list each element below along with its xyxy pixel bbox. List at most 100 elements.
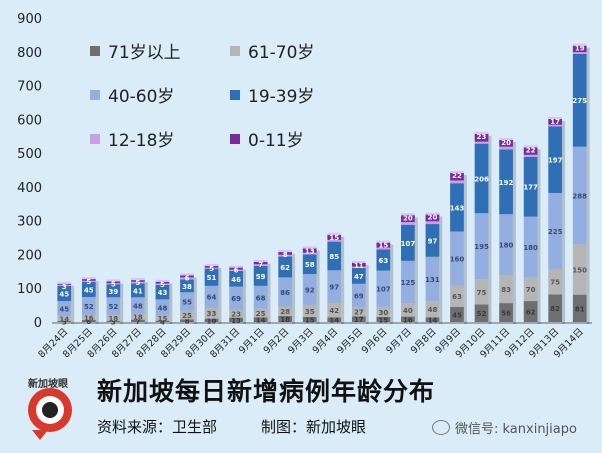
bar-shadow <box>512 141 516 149</box>
data-label: 38 <box>182 283 192 291</box>
bar-shadow <box>414 226 418 263</box>
bar-shadow <box>71 287 75 304</box>
bar-segment <box>327 234 342 240</box>
bar-shadow <box>537 158 541 219</box>
bar-shadow <box>562 194 566 271</box>
bar-shadow <box>242 288 246 312</box>
bar-segment <box>548 294 563 322</box>
bar-segment <box>474 143 489 214</box>
bar-shadow <box>242 269 246 272</box>
legend-label: 12-18岁 <box>108 131 175 151</box>
bar-shadow <box>562 120 566 127</box>
bar-shadow <box>463 287 467 309</box>
bar-segment <box>302 254 317 275</box>
bar-segment <box>548 126 563 193</box>
bar-shadow <box>512 151 516 217</box>
bar-shadow <box>488 145 492 216</box>
bar-shadow <box>71 285 75 287</box>
bar-segment <box>548 192 563 269</box>
bar-shadow <box>512 148 516 152</box>
bar-shadow <box>562 296 566 324</box>
data-label: 7 <box>135 318 140 326</box>
data-label: 125 <box>401 279 416 287</box>
bar-segment <box>81 297 96 315</box>
bar-shadow <box>512 216 516 278</box>
bar-cap <box>278 250 293 253</box>
logo-icon <box>28 388 72 432</box>
x-tick-label: 9月5日 <box>335 326 365 356</box>
bar-shadow <box>242 271 246 273</box>
bar-segment <box>327 317 342 322</box>
data-label: 39 <box>108 288 118 296</box>
bar-segment <box>57 283 72 285</box>
data-label: 7 <box>258 261 263 269</box>
bar-shadow <box>71 322 75 324</box>
data-label: 14 <box>256 317 266 325</box>
data-label: 56 <box>501 310 511 318</box>
bar-shadow <box>365 285 369 310</box>
data-label: 69 <box>354 292 364 300</box>
bar-segment <box>81 279 96 281</box>
bar-segment <box>499 139 513 147</box>
bar-segment <box>180 275 194 278</box>
bar-segment <box>351 267 366 284</box>
bar-shadow <box>512 277 516 306</box>
data-label: 46 <box>231 276 241 284</box>
data-label: 192 <box>499 179 514 187</box>
bar-shadow <box>414 305 418 319</box>
bar-shadow <box>537 279 541 304</box>
bar-segment <box>229 270 243 287</box>
bar-shadow <box>144 315 148 322</box>
bar-segment <box>253 264 268 266</box>
bar-shadow <box>218 287 222 310</box>
bar-segment <box>499 214 513 276</box>
data-label: 63 <box>378 257 388 265</box>
bar-segment <box>57 316 72 321</box>
bar-shadow <box>193 294 197 313</box>
data-label: 35 <box>305 308 315 316</box>
bar-segment <box>499 149 513 215</box>
y-tick-label: 900 <box>17 12 42 27</box>
data-label: 62 <box>280 264 290 272</box>
bar-segment <box>81 281 96 298</box>
data-label: 68 <box>256 294 266 302</box>
data-label: 3 <box>62 283 67 291</box>
bar-segment <box>278 306 293 316</box>
bar-shadow <box>292 258 296 280</box>
data-label: 5 <box>86 278 91 286</box>
bar-shadow <box>95 321 99 324</box>
bar-segment <box>425 214 440 222</box>
data-label: 45 <box>84 286 94 294</box>
bar-segment <box>425 317 440 322</box>
bar-shadow <box>365 269 369 286</box>
legend-swatch <box>230 133 240 144</box>
bar-shadow <box>267 263 271 267</box>
bar-segment <box>499 303 513 322</box>
wechat-watermark: 微信号: kanxinjiapo <box>432 418 577 437</box>
legend-label: 0-11岁 <box>248 131 304 151</box>
bar-segment <box>474 213 489 280</box>
bar-cap <box>253 259 268 262</box>
bar-segment <box>155 315 170 321</box>
bar-cap <box>351 260 366 263</box>
data-label: 15 <box>305 316 315 324</box>
bar-shadow <box>439 303 443 320</box>
data-label: 52 <box>477 310 487 318</box>
bar-segment <box>155 299 170 316</box>
bar-segment <box>572 52 587 54</box>
data-label: 10 <box>207 317 217 325</box>
bar-shadow <box>390 249 394 252</box>
bar-cap <box>81 277 96 280</box>
bar-shadow <box>463 233 467 288</box>
bar-shadow <box>390 272 394 309</box>
data-label: 17 <box>354 316 364 324</box>
bar-segment <box>523 147 538 155</box>
data-label: 51 <box>207 274 217 282</box>
legend-item: 12-18岁 <box>90 126 230 151</box>
legend-item: 61-70岁 <box>230 38 370 63</box>
data-label: 275 <box>572 97 587 105</box>
bar-segment <box>106 283 121 285</box>
bar-segment <box>376 247 391 250</box>
bar-segment <box>401 215 415 223</box>
bar-segment <box>253 285 268 309</box>
